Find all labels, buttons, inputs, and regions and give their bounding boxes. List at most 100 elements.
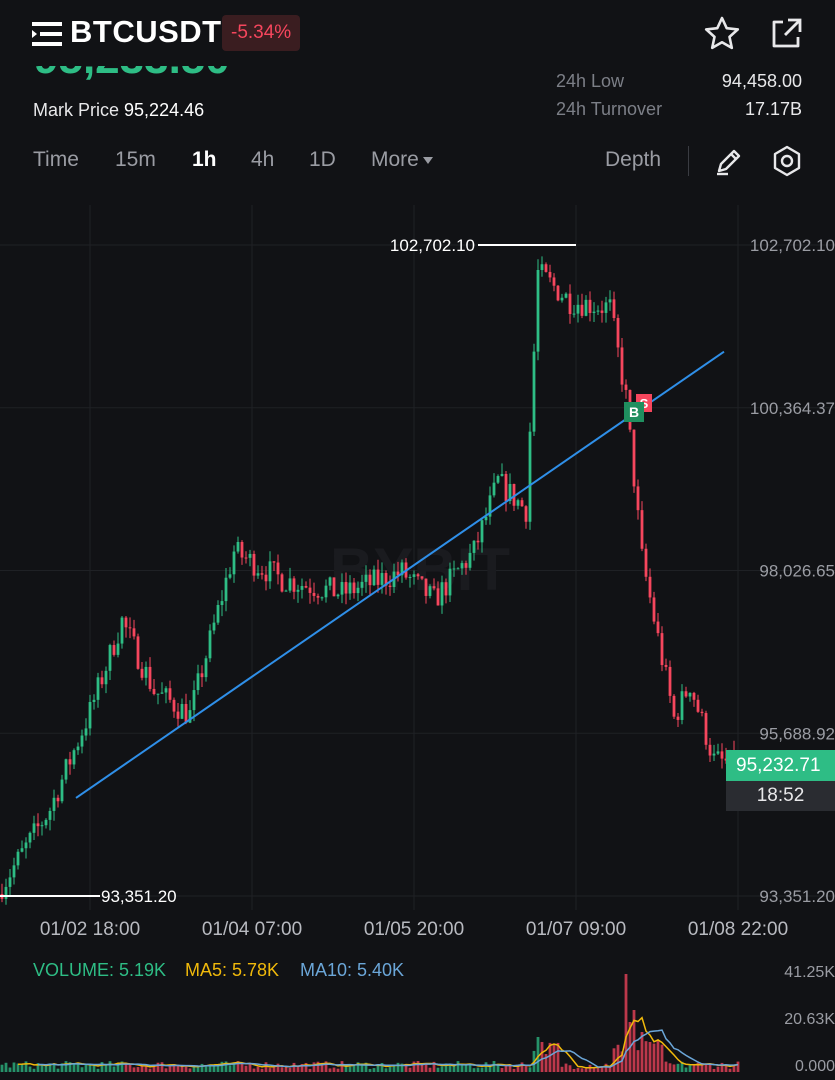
- candle-body: [280, 574, 284, 592]
- candle-body: [200, 673, 204, 678]
- volume-bar: [272, 1067, 276, 1072]
- pencil-icon[interactable]: [712, 144, 746, 178]
- candle-body: [128, 627, 132, 629]
- star-icon[interactable]: [702, 14, 742, 54]
- candle-body: [688, 692, 692, 697]
- menu-icon[interactable]: [32, 22, 62, 46]
- candle-body: [684, 691, 688, 697]
- volume-bar: [212, 1065, 216, 1072]
- candle-body: [136, 636, 140, 669]
- interval-1h[interactable]: 1h: [192, 148, 217, 171]
- time-axis-label: 01/02 18:00: [40, 919, 140, 940]
- candle-body: [424, 578, 428, 596]
- interval-time[interactable]: Time: [33, 148, 79, 171]
- candle-body: [224, 577, 228, 602]
- volume-bar: [692, 1065, 696, 1072]
- volume-bar: [248, 1063, 252, 1072]
- candle-body: [304, 586, 308, 588]
- volume-bar: [36, 1063, 40, 1072]
- candle-body: [300, 586, 304, 590]
- volume-bar: [4, 1062, 8, 1072]
- candle-body: [276, 562, 280, 575]
- settings-icon[interactable]: [770, 144, 804, 178]
- volume-bar: [456, 1061, 460, 1072]
- volume-bar: [376, 1064, 380, 1072]
- candle-countdown: 18:52: [726, 781, 835, 811]
- volume-bar: [580, 1068, 584, 1072]
- volume-bar: [348, 1066, 352, 1072]
- interval-more[interactable]: More: [371, 148, 433, 172]
- volume-bar: [172, 1064, 176, 1072]
- interval-15m[interactable]: 15m: [115, 148, 156, 171]
- volume-bar: [332, 1067, 336, 1072]
- volume-bar: [668, 1063, 672, 1072]
- candle-body: [664, 665, 668, 667]
- volume-bar: [360, 1063, 364, 1072]
- volume-bar: [548, 1042, 552, 1072]
- volume-bar: [644, 1041, 648, 1072]
- candle-body: [328, 577, 332, 586]
- candle-body: [720, 751, 724, 759]
- volume-bar: [160, 1062, 164, 1072]
- volume-bar: [324, 1061, 328, 1072]
- candle-body: [48, 810, 52, 820]
- candle-body: [336, 594, 340, 597]
- candle-body: [352, 582, 356, 594]
- volume-bar: [648, 1042, 652, 1072]
- candle-body: [544, 264, 548, 272]
- candle-body: [648, 576, 652, 598]
- candle-body: [264, 574, 268, 582]
- volume-bar: [560, 1066, 564, 1072]
- depth-tab[interactable]: Depth: [605, 148, 662, 171]
- candle-body: [504, 473, 508, 501]
- ma10-label: MA10: 5.40K: [300, 960, 405, 980]
- candle-body: [440, 582, 444, 606]
- candle-body: [204, 658, 208, 678]
- candle-body: [700, 711, 704, 714]
- candle-body: [344, 582, 348, 594]
- volume-bar: [508, 1064, 512, 1072]
- share-icon[interactable]: [766, 14, 806, 54]
- candle-body: [456, 568, 460, 570]
- volume-bar: [252, 1068, 256, 1072]
- volume-bar: [128, 1064, 132, 1072]
- candle-body: [476, 540, 480, 543]
- candle-body: [656, 621, 660, 634]
- volume-bar: [288, 1067, 292, 1072]
- stat-label-24h-turnover: 24h Turnover: [556, 99, 663, 119]
- candle-body: [124, 617, 128, 628]
- price-axis: 102,702.10 100,364.37 98,026.65 95,688.92 93…: [750, 236, 835, 906]
- interval-1d[interactable]: 1D: [309, 148, 336, 171]
- volume-bar: [584, 1068, 588, 1072]
- volume-bar: [284, 1066, 288, 1072]
- symbol-title[interactable]: BTCUSDT: [70, 14, 222, 49]
- price-axis-label: 93,351.20: [759, 887, 835, 906]
- candle-body: [652, 597, 656, 622]
- candle-body: [232, 551, 236, 575]
- chart-grid: [0, 205, 835, 910]
- volume-bar: [56, 1068, 60, 1072]
- volume-bar: [664, 1061, 668, 1072]
- volume-bar: [300, 1064, 304, 1072]
- candle-body: [632, 429, 636, 487]
- volume-bar: [352, 1064, 356, 1072]
- volume-bar: [408, 1067, 412, 1072]
- volume-bar: [568, 1065, 572, 1072]
- candle-body: [180, 703, 184, 719]
- candle-body: [8, 877, 12, 887]
- volume-bar: [412, 1061, 416, 1072]
- volume-axis-mid: 20.63K: [784, 1011, 835, 1028]
- volume-bar: [356, 1062, 360, 1072]
- candle-body: [228, 574, 232, 578]
- volume-bar: [176, 1065, 180, 1072]
- interval-4h[interactable]: 4h: [251, 148, 275, 171]
- time-axis-label: 01/05 20:00: [364, 919, 464, 940]
- trendline[interactable]: [75, 350, 725, 799]
- sell-marker-label: S: [640, 396, 649, 411]
- candle-body: [56, 797, 60, 802]
- volume-bar: [524, 1065, 528, 1072]
- volume-bar: [96, 1068, 100, 1072]
- candle-body: [560, 297, 564, 301]
- volume-bar: [20, 1064, 24, 1072]
